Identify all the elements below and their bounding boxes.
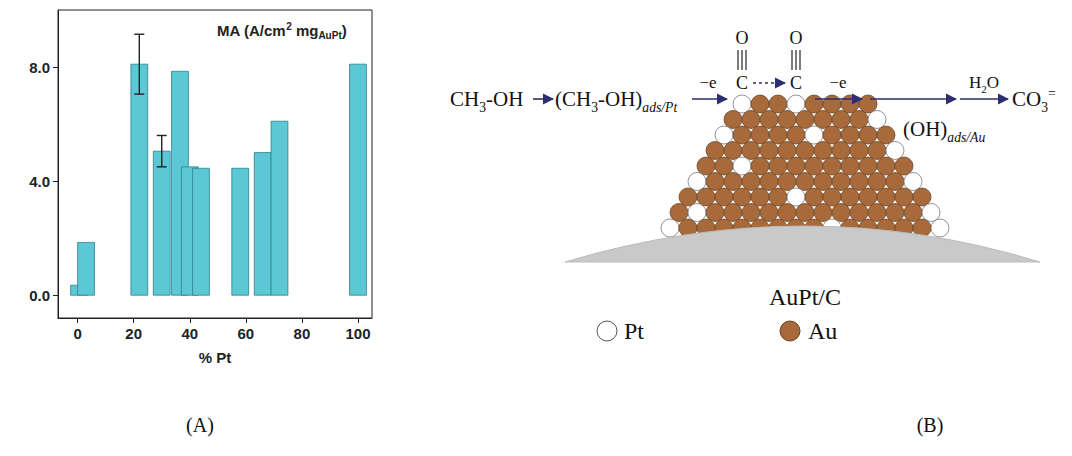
svg-text:2: 2 xyxy=(286,20,292,32)
svg-text:(A): (A) xyxy=(186,414,214,437)
svg-text:−e: −e xyxy=(699,73,716,92)
svg-text:60: 60 xyxy=(237,325,254,342)
svg-text:): ) xyxy=(342,22,347,39)
svg-text:100: 100 xyxy=(345,325,370,342)
svg-text:AuPt/C: AuPt/C xyxy=(769,284,841,310)
svg-text:0.0: 0.0 xyxy=(29,287,50,304)
svg-text:4.0: 4.0 xyxy=(29,173,50,190)
svg-text:MA (A/cm: MA (A/cm xyxy=(217,22,286,39)
svg-text:O: O xyxy=(736,28,749,48)
svg-text:20: 20 xyxy=(125,325,142,342)
svg-text:40: 40 xyxy=(181,325,198,342)
svg-text:CO3=: CO3= xyxy=(1012,86,1056,116)
svg-text:0: 0 xyxy=(73,325,81,342)
svg-text:CH3-OH: CH3-OH xyxy=(450,87,523,115)
svg-text:% Pt: % Pt xyxy=(199,349,232,366)
svg-text:Pt: Pt xyxy=(624,318,644,344)
svg-text:−e: −e xyxy=(829,73,846,92)
svg-text:80: 80 xyxy=(294,325,311,342)
svg-text:(CH3-OH)ads/Pt: (CH3-OH)ads/Pt xyxy=(555,87,678,115)
svg-text:Au: Au xyxy=(808,318,837,344)
svg-text:C: C xyxy=(790,73,802,93)
svg-text:(B): (B) xyxy=(917,414,944,437)
svg-text:H2O: H2O xyxy=(969,73,999,95)
svg-text:C: C xyxy=(736,73,748,93)
svg-text:mg: mg xyxy=(292,22,319,39)
svg-text:(OH)ads/Au: (OH)ads/Au xyxy=(903,117,985,145)
svg-text:AuPt: AuPt xyxy=(318,30,342,41)
svg-text:8.0: 8.0 xyxy=(29,59,50,76)
svg-text:O: O xyxy=(790,28,803,48)
